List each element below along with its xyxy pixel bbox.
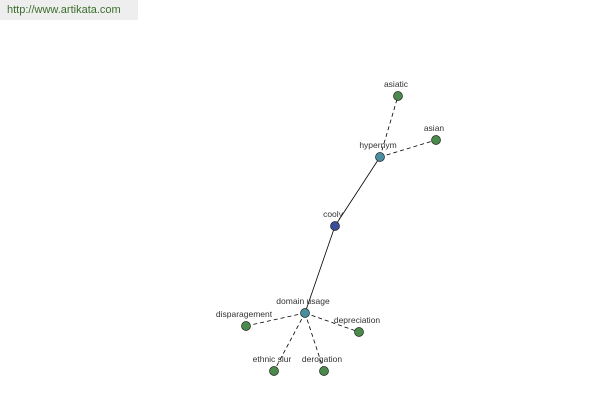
node-label: asiatic bbox=[384, 79, 409, 89]
node-label: derogation bbox=[302, 354, 342, 364]
node[interactable] bbox=[241, 321, 251, 331]
node[interactable] bbox=[300, 308, 310, 318]
node[interactable] bbox=[375, 152, 385, 162]
edge bbox=[379, 95, 399, 158]
node-label: domain usage bbox=[276, 296, 330, 306]
node[interactable] bbox=[431, 135, 441, 145]
header-bar: http://www.artikata.com bbox=[0, 0, 138, 20]
edge bbox=[304, 312, 360, 333]
node-label: disparagement bbox=[216, 309, 273, 319]
node[interactable] bbox=[319, 366, 329, 376]
edge bbox=[379, 139, 437, 158]
edge bbox=[304, 312, 325, 372]
edge bbox=[273, 312, 306, 372]
node[interactable] bbox=[330, 221, 340, 231]
edge bbox=[304, 225, 336, 314]
edge bbox=[334, 156, 381, 227]
site-url[interactable]: http://www.artikata.com bbox=[7, 4, 121, 16]
edge bbox=[245, 312, 306, 327]
node-label: asian bbox=[424, 123, 445, 133]
node[interactable] bbox=[393, 91, 403, 101]
node-label: depreciation bbox=[334, 315, 381, 325]
node-label: cooly bbox=[323, 209, 344, 219]
node[interactable] bbox=[269, 366, 279, 376]
node-label: hypernym bbox=[359, 140, 396, 150]
node[interactable] bbox=[354, 327, 364, 337]
node-label: ethnic slur bbox=[253, 354, 292, 364]
